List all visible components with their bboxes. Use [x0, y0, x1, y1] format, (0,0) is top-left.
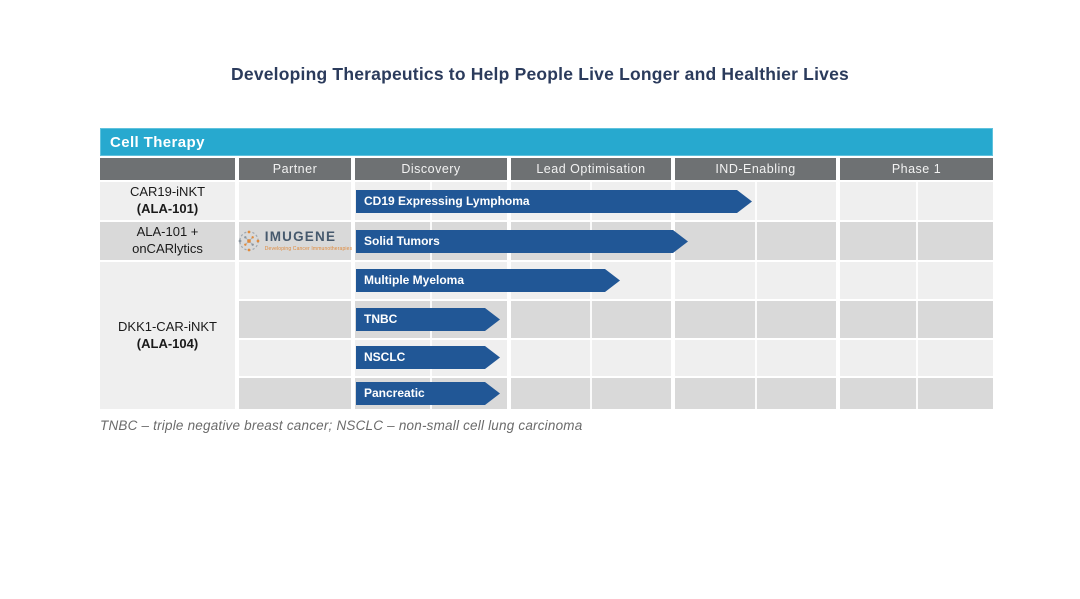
stage-cell	[675, 301, 836, 338]
column-header-lead-optimisation: Lead Optimisation	[511, 158, 671, 180]
pipeline-arrow-nsclc: NSCLC	[356, 346, 500, 369]
partner-cell-imugene: IMUGENE Developing Cancer Immunotherapie…	[238, 222, 353, 260]
stage-cell	[840, 301, 993, 338]
footnote: TNBC – triple negative breast cancer; NS…	[100, 418, 583, 433]
program-label-dkk1-car-inkt: DKK1-CAR-iNKT (ALA-104)	[100, 262, 235, 409]
program-name: DKK1-CAR-iNKT	[118, 318, 217, 334]
stage-cell	[675, 378, 836, 409]
column-header-partner: Partner	[239, 158, 351, 180]
imugene-logo-icon	[238, 230, 260, 252]
pipeline-arrow-pancreatic: Pancreatic	[356, 382, 500, 405]
partner-cell-empty	[239, 262, 351, 299]
stage-cell	[675, 262, 836, 299]
stage-cell	[840, 182, 993, 220]
column-header-discovery: Discovery	[355, 158, 507, 180]
program-name: CAR19-iNKT	[129, 184, 206, 200]
program-code: onCARlytics	[132, 241, 203, 256]
program-label-car19-inkt: CAR19-iNKT (ALA-101)	[100, 182, 235, 220]
stage-cell	[675, 340, 836, 376]
stage-cell	[840, 340, 993, 376]
program-code: (ALA-101)	[136, 201, 199, 216]
section-header-label: Cell Therapy	[110, 133, 205, 151]
imugene-logo-text: IMUGENE Developing Cancer Immunotherapie…	[265, 230, 353, 252]
stage-cell	[840, 378, 993, 409]
column-header-ind-enabling: IND-Enabling	[675, 158, 836, 180]
imugene-logo-tagline: Developing Cancer Immunotherapies	[264, 245, 353, 252]
pipeline-arrow-cd19-expressing-lymphoma: CD19 Expressing Lymphoma	[356, 190, 752, 213]
pipeline-arrow-solid-tumors: Solid Tumors	[356, 230, 688, 253]
imugene-logo: IMUGENE Developing Cancer Immunotherapie…	[238, 230, 353, 252]
partner-cell-empty	[239, 182, 351, 220]
stage-cell	[511, 340, 671, 376]
partner-cell-empty	[239, 378, 351, 409]
partner-cell-empty	[239, 340, 351, 376]
section-header-cell-therapy: Cell Therapy	[100, 128, 993, 156]
stage-cell	[840, 222, 993, 260]
program-label-ala101-oncarlytics: ALA-101 + onCARlytics	[100, 222, 235, 260]
stage-cell	[675, 222, 836, 260]
program-code: (ALA-104)	[136, 335, 199, 351]
partner-cell-empty	[239, 301, 351, 338]
pipeline-arrow-multiple-myeloma: Multiple Myeloma	[356, 269, 620, 292]
imugene-logo-name: IMUGENE	[264, 229, 337, 245]
pipeline-grid: Partner Discovery Lead Optimisation IND-…	[100, 158, 993, 409]
stage-cell	[511, 301, 671, 338]
stage-cell	[840, 262, 993, 299]
column-header-phase-1: Phase 1	[840, 158, 993, 180]
program-name: ALA-101 +	[136, 224, 199, 240]
pipeline-arrow-tnbc: TNBC	[356, 308, 500, 331]
page-title: Developing Therapeutics to Help People L…	[231, 64, 849, 84]
stage-cell	[511, 378, 671, 409]
column-header-blank	[100, 158, 235, 180]
pipeline-table: Cell Therapy Partner Discovery Lead Opti…	[100, 128, 993, 409]
